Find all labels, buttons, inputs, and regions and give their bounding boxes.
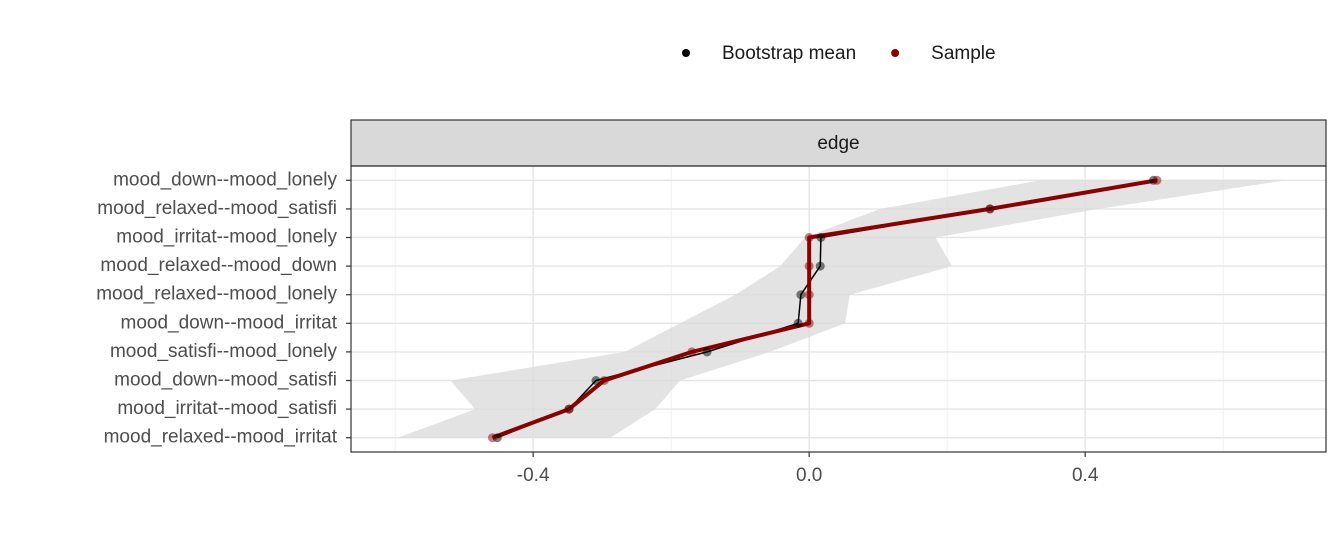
point — [804, 290, 814, 300]
y-tick-label: mood_relaxed--mood_irritat — [104, 427, 338, 448]
y-tick-label: mood_irritat--mood_lonely — [116, 227, 337, 248]
point — [793, 318, 803, 328]
strip-label: edge — [817, 133, 859, 154]
point — [804, 318, 814, 328]
panel-border — [350, 165, 1327, 453]
y-tick-label: mood_satisfi--mood_lonely — [110, 341, 338, 362]
x-tick-label: -0.4 — [517, 465, 550, 486]
y-tick-label: mood_relaxed--mood_down — [100, 255, 337, 276]
plot-area — [351, 166, 1326, 452]
y-tick-label: mood_down--mood_lonely — [113, 169, 337, 190]
point — [564, 404, 574, 414]
legend-marker — [682, 49, 690, 57]
y-tick-label: mood_relaxed--mood_satisfi — [97, 198, 337, 219]
point — [599, 376, 609, 385]
point — [1152, 175, 1162, 185]
y-tick-label: mood_irritat--mood_satisfi — [117, 398, 337, 419]
x-tick-label: 0.4 — [1072, 465, 1099, 486]
legend-label: Sample — [931, 43, 995, 64]
y-tick-label: mood_down--mood_irritat — [121, 312, 338, 333]
legend-marker — [891, 49, 900, 57]
point — [591, 376, 601, 385]
y-tick-label: mood_relaxed--mood_lonely — [96, 284, 337, 305]
point — [815, 261, 825, 271]
ci-band — [397, 180, 1286, 438]
point — [796, 290, 806, 300]
series-line — [491, 178, 1158, 440]
point — [804, 261, 814, 271]
point — [816, 233, 826, 242]
point — [804, 233, 814, 242]
legend-label: Bootstrap mean — [722, 43, 856, 64]
point — [687, 347, 697, 357]
x-tick-label: 0.0 — [796, 465, 822, 486]
y-tick-label: mood_down--mood_satisfi — [114, 370, 337, 391]
strip — [350, 119, 1327, 167]
point — [487, 433, 497, 443]
point — [985, 204, 995, 214]
point — [702, 347, 712, 357]
